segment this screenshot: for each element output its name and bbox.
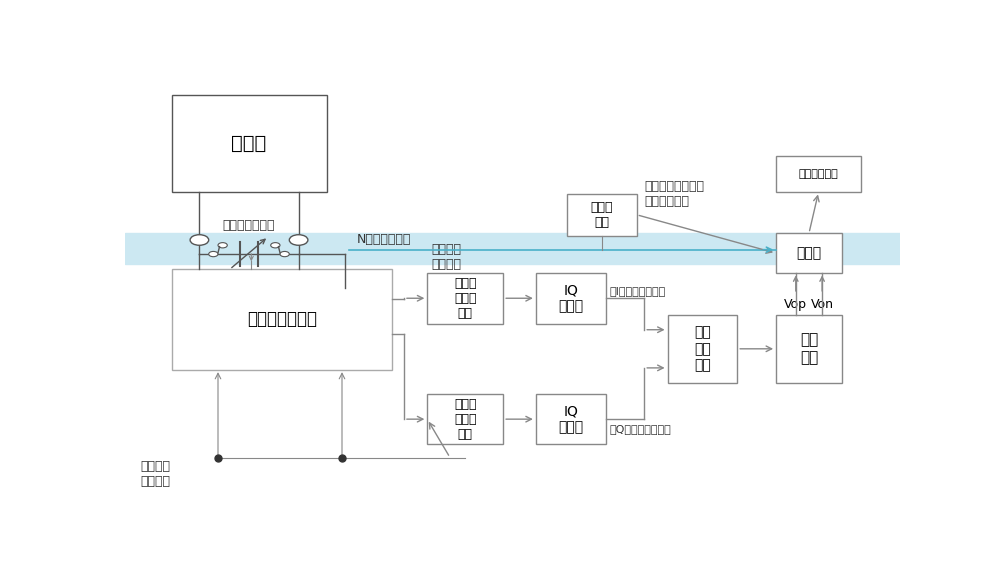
- Bar: [536, 273, 606, 324]
- Text: 开关
混频
电路: 开关 混频 电路: [694, 325, 711, 372]
- Text: 通过寄存器配置比
较器参考电压: 通过寄存器配置比 较器参考电压: [644, 180, 704, 208]
- Text: 取Q路分频差分信号: 取Q路分频差分信号: [609, 424, 671, 433]
- Text: IQ
分频器: IQ 分频器: [558, 283, 583, 313]
- Text: 控制寄
存器: 控制寄 存器: [590, 201, 613, 229]
- Circle shape: [289, 235, 308, 246]
- Bar: [776, 156, 861, 192]
- Text: 逻辑控制电路: 逻辑控制电路: [799, 169, 838, 179]
- Bar: [427, 273, 503, 324]
- Bar: [172, 268, 392, 369]
- Text: Von: Von: [811, 298, 834, 311]
- Text: 低通
滤波: 低通 滤波: [800, 333, 818, 365]
- Bar: [776, 315, 842, 383]
- Text: 环天线: 环天线: [231, 134, 267, 153]
- Text: IQ
分频器: IQ 分频器: [558, 404, 583, 435]
- Text: 取样并
整形成
方波: 取样并 整形成 方波: [454, 397, 476, 441]
- Circle shape: [190, 235, 209, 246]
- Bar: [125, 234, 900, 264]
- Bar: [567, 194, 637, 236]
- Text: 射频差分
输出信号: 射频差分 输出信号: [431, 243, 461, 271]
- Bar: [172, 95, 326, 192]
- Text: 可调节电容阵列: 可调节电容阵列: [223, 219, 275, 232]
- Circle shape: [218, 243, 227, 248]
- Bar: [776, 234, 842, 273]
- Text: 比较器: 比较器: [796, 246, 822, 260]
- Circle shape: [271, 243, 280, 248]
- Circle shape: [280, 251, 289, 257]
- Circle shape: [209, 251, 218, 257]
- Bar: [427, 394, 503, 444]
- Text: 差分功率放大器: 差分功率放大器: [247, 310, 317, 328]
- Bar: [668, 315, 737, 383]
- Bar: [536, 394, 606, 444]
- Text: 取I路分频差分信号: 取I路分频差分信号: [609, 286, 666, 296]
- Text: N位逻辑控制线: N位逻辑控制线: [357, 233, 411, 246]
- Text: 取样并
整形成
方波: 取样并 整形成 方波: [454, 277, 476, 320]
- Text: Vop: Vop: [784, 298, 807, 311]
- Text: 射频差分
输入信号: 射频差分 输入信号: [140, 460, 170, 488]
